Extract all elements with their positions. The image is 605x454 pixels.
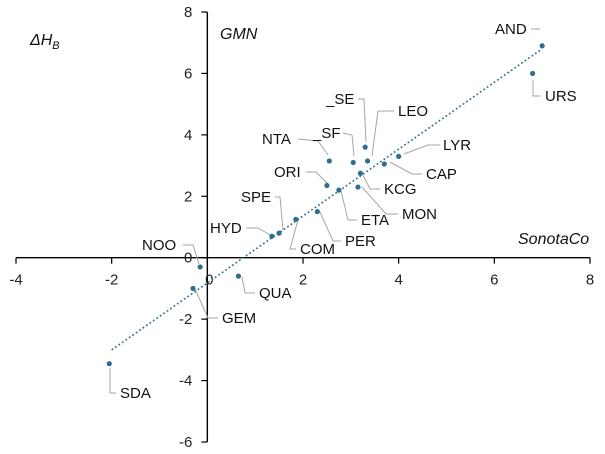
point-label-se: _SE <box>325 91 354 108</box>
point-labels: AND URS _SE LEO _SF NTA LYR CAP KCG ORI ETA MON SPE H… <box>120 21 577 402</box>
data-point-kcg <box>357 170 363 176</box>
leader-line <box>289 219 299 250</box>
leader-line <box>371 110 394 157</box>
point-label-spe: SPE <box>241 189 271 206</box>
leader-line <box>306 171 329 185</box>
x-tick-label: -2 <box>105 272 118 289</box>
point-label-kcg: KCG <box>384 181 417 198</box>
y-axis-label: GMN <box>220 26 258 43</box>
data-points <box>106 43 545 367</box>
y-tick-label: -4 <box>179 373 192 390</box>
leader-line <box>275 196 284 231</box>
x-tick-label: 4 <box>394 272 402 289</box>
y-tick-label: 6 <box>184 65 192 82</box>
point-label-hyd: HYD <box>210 220 242 237</box>
leader-line <box>403 144 440 155</box>
point-label-sda: SDA <box>120 385 151 402</box>
x-tick-label: 8 <box>586 272 594 289</box>
leader-line <box>319 211 341 242</box>
data-point-noo <box>197 264 203 270</box>
point-label-leo: LEO <box>398 103 428 120</box>
point-label-noo: NOO <box>142 237 176 254</box>
leader-line <box>342 132 355 157</box>
data-point-qua <box>235 273 242 279</box>
leader-line <box>389 161 422 175</box>
leader-line <box>246 227 273 237</box>
data-point-leo <box>364 158 371 164</box>
x-axis-label: SonotaCo <box>518 231 589 248</box>
point-label-com: COM <box>300 241 335 258</box>
leader-line <box>362 174 380 190</box>
data-point-nta <box>326 158 332 164</box>
point-label-cap: CAP <box>426 166 457 183</box>
y-ticks: -6 -4 -2 0 2 4 6 8 <box>179 4 208 451</box>
data-point-cap <box>381 161 387 167</box>
leader-line <box>109 368 116 394</box>
leader-line <box>358 98 367 143</box>
y-tick-label: -6 <box>179 434 192 451</box>
y-tick-label: 8 <box>184 4 192 21</box>
y-tick-label: 0 <box>184 250 192 267</box>
point-label-per: PER <box>345 233 376 250</box>
leader-line <box>297 138 329 156</box>
corner-label-main: ΔH <box>29 32 53 49</box>
corner-label-subscript: B <box>52 40 59 52</box>
point-label-sf: _SF <box>312 125 341 142</box>
data-point-and <box>539 43 545 49</box>
data-point-hyd <box>269 233 275 239</box>
y-tick-label: -2 <box>179 311 192 328</box>
axes <box>16 12 590 442</box>
y-tick-label: 4 <box>184 127 192 144</box>
point-label-and: AND <box>495 21 527 38</box>
data-point-per <box>314 209 320 215</box>
data-point-eta <box>336 187 342 193</box>
leader-lines <box>109 28 541 394</box>
data-point-sda <box>106 361 112 367</box>
point-label-urs: URS <box>545 88 577 105</box>
leader-line <box>183 244 200 265</box>
point-label-nta: NTA <box>262 131 291 148</box>
data-point-se <box>362 144 368 150</box>
leader-line <box>241 276 255 294</box>
y-tick-label: 2 <box>184 188 192 205</box>
point-label-qua: QUA <box>259 285 292 302</box>
data-point-ori <box>324 182 330 189</box>
trendline <box>111 48 543 351</box>
point-label-eta: ETA <box>361 212 389 229</box>
point-label-lyr: LYR <box>443 137 471 154</box>
point-label-mon: MON <box>402 206 437 223</box>
data-point-mon <box>355 184 361 190</box>
point-label-gem: GEM <box>222 310 256 327</box>
x-ticks: -4 -2 2 4 6 8 0 <box>9 257 594 289</box>
data-point-spe <box>276 230 282 236</box>
data-point-urs <box>530 70 536 77</box>
x-tick-label-zero: 0 <box>205 272 213 289</box>
data-point-com <box>293 216 299 222</box>
leader-line <box>532 80 541 97</box>
data-point-lyr <box>396 153 402 159</box>
point-label-ori: ORI <box>274 164 301 181</box>
data-point-sf <box>350 159 356 166</box>
corner-label: ΔHB <box>29 32 60 52</box>
x-tick-label: -4 <box>9 272 22 289</box>
leader-line <box>340 190 357 221</box>
x-tick-label: 2 <box>299 272 307 289</box>
data-point-gem <box>190 285 196 292</box>
x-tick-label: 6 <box>490 272 498 289</box>
leader-line <box>194 288 218 319</box>
leader-line <box>361 186 398 215</box>
